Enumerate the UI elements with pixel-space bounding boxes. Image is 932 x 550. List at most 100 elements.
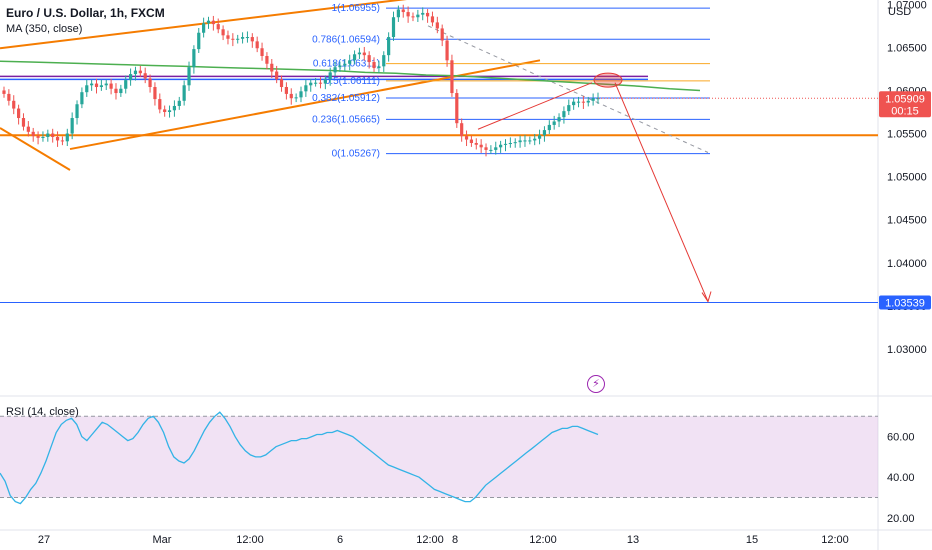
candle-body (226, 35, 230, 39)
candle-body (391, 17, 396, 38)
candle-body (70, 118, 74, 134)
candle-body (421, 12, 425, 15)
lightning-icon[interactable]: ⚡ (587, 375, 605, 393)
target-price-tag (879, 295, 931, 310)
time-axis-tick: 12:00 (416, 534, 444, 546)
candle-body (591, 98, 595, 101)
candle-body (163, 109, 167, 112)
candle-body (46, 133, 50, 137)
candle-body (245, 37, 250, 39)
candle-body (508, 143, 512, 145)
candle-body (51, 133, 55, 137)
candle-body (406, 12, 410, 17)
candle-body (469, 139, 474, 144)
candle-body (484, 147, 488, 150)
ma-indicator-label[interactable]: MA (350, close) (6, 23, 83, 35)
time-axis-tick: 8 (452, 534, 458, 546)
candle-body (479, 144, 483, 148)
forecast-arrow-line (614, 82, 709, 302)
price-axis-tick: 1.07000 (887, 0, 927, 11)
candle-body (323, 79, 327, 84)
candle-body (216, 24, 220, 30)
candle-body (236, 38, 240, 40)
candle-body (206, 20, 211, 24)
rsi-band (0, 416, 878, 498)
rsi-axis-tick: 40.00 (887, 472, 915, 484)
candle-body (328, 72, 332, 80)
time-axis-tick: 27 (38, 534, 50, 546)
price-axis-tick: 1.06500 (887, 42, 927, 54)
ma-350-line (0, 60, 701, 92)
price-axis-tick: 1.05500 (887, 129, 927, 141)
price-tag-label: 1.05909 (885, 93, 925, 105)
candle-body (41, 136, 45, 138)
candle-body (240, 37, 245, 39)
candle-body (581, 101, 585, 103)
rsi-line (0, 411, 599, 505)
candle-body (202, 23, 206, 33)
price-axis-tick: 1.04500 (887, 215, 927, 227)
candle-body (270, 63, 274, 72)
candle-body (318, 82, 323, 84)
candle-body (387, 37, 391, 56)
candle-body (430, 16, 435, 23)
candle-body (357, 52, 362, 55)
candle-body (192, 49, 196, 68)
candle-body (576, 101, 581, 103)
candle-body (562, 111, 566, 118)
time-axis-tick: Mar (153, 534, 172, 546)
candle-body (289, 93, 293, 99)
candle-body (572, 101, 576, 106)
candle-body (177, 100, 181, 106)
candle-body (547, 124, 551, 131)
candle-body (7, 93, 11, 101)
price-tag-label: 1.03539 (885, 297, 925, 309)
candle-body (36, 136, 40, 138)
candle-body (90, 83, 94, 86)
candle-body (367, 55, 371, 63)
candle-body (148, 78, 152, 88)
time-axis-tick: 12:00 (821, 534, 849, 546)
candle-body (275, 71, 279, 80)
candle-body (416, 14, 420, 18)
candle-body (314, 82, 318, 84)
candle-body (65, 133, 69, 142)
candle-body (75, 104, 79, 119)
candle-body (26, 126, 30, 132)
price-axis-tick: 1.04000 (887, 258, 927, 270)
fib-level-label: 0.382(1.05912) (312, 93, 380, 104)
dashed-projection-line (427, 25, 709, 153)
forecast-arrow-head (701, 291, 712, 303)
candle-body (284, 87, 288, 94)
candle-body (362, 52, 366, 56)
candle-body (55, 136, 60, 141)
rsi-axis-tick: 60.00 (887, 432, 915, 444)
candle-body (396, 9, 400, 18)
candle-body (279, 79, 284, 88)
time-axis-tick: 13 (627, 534, 639, 546)
candle-body (377, 66, 381, 69)
candle-body (260, 48, 264, 56)
candle-body (537, 135, 542, 139)
candle-body (124, 80, 128, 89)
candle-body (542, 130, 547, 136)
candle-body (372, 62, 376, 69)
price-tag-countdown: 00:15 (891, 105, 919, 117)
candle-body (499, 144, 503, 148)
candle-body (309, 82, 313, 86)
candle-body (450, 60, 454, 94)
fib-level-label: 1(1.06955) (332, 3, 380, 14)
candle-body (586, 100, 590, 103)
fib-level-label: 0.5(1.06111) (325, 76, 380, 87)
rsi-indicator-label[interactable]: RSI (14, close) (6, 406, 79, 418)
candle-body (348, 60, 352, 64)
candle-body (182, 85, 186, 101)
candle-body (250, 37, 254, 42)
candle-body (455, 93, 459, 124)
candle-body (401, 9, 405, 13)
channel-lower-stub (0, 127, 71, 171)
candle-body (494, 147, 498, 150)
candle-body (221, 29, 225, 36)
